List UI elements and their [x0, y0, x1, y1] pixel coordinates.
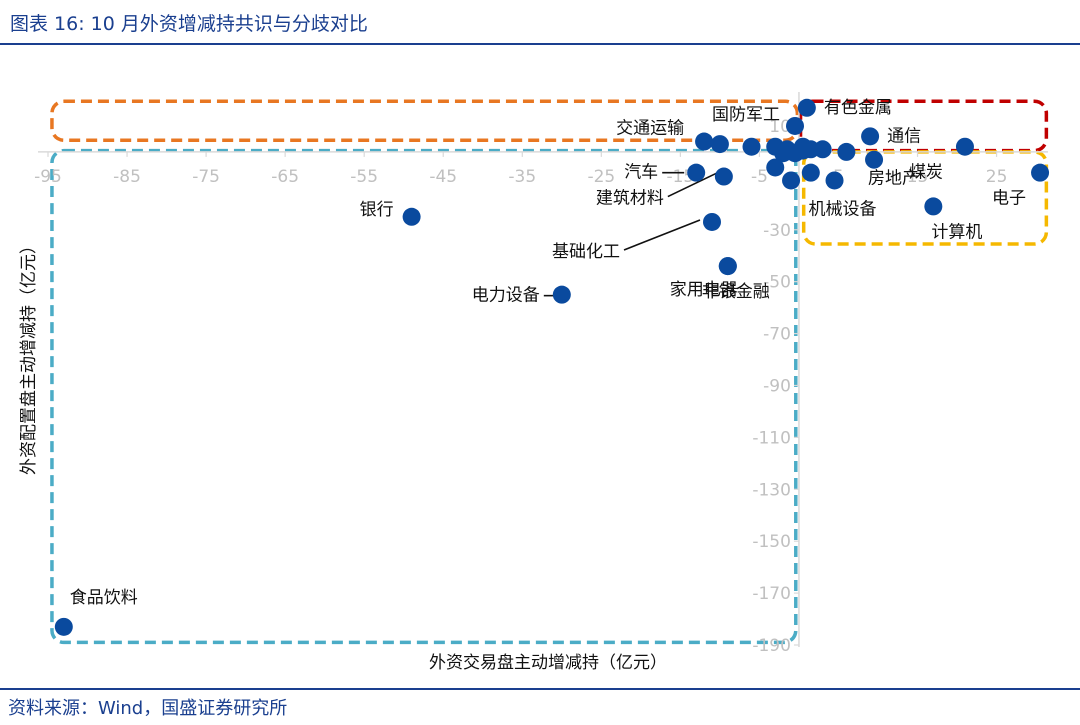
x-tick-label: 15 — [907, 167, 929, 187]
box-top-band — [50, 99, 800, 142]
leader-lines — [543, 171, 719, 297]
x-tick-label: -5 — [751, 167, 768, 187]
x-tick-label: -45 — [429, 167, 457, 187]
source-note: 资料来源：Wind，国盛证券研究所 — [8, 698, 288, 719]
point-label: 电子 — [992, 189, 1026, 209]
x-tick-label: -85 — [113, 167, 141, 187]
point-label: 有色金属 — [824, 98, 892, 118]
footer-rule — [0, 688, 1080, 690]
point-label: 交通运输 — [616, 119, 684, 139]
data-point — [793, 141, 812, 160]
data-point — [402, 207, 421, 226]
data-point — [703, 212, 721, 231]
data-point — [955, 137, 974, 156]
data-points — [54, 98, 1050, 636]
data-point — [782, 171, 801, 190]
y-tick-label: -30 — [763, 221, 791, 241]
data-point — [710, 135, 729, 154]
figure-title: 图表 16: 10 月外资增减持共识与分歧对比 — [10, 13, 368, 35]
y-tick-label: -50 — [763, 273, 791, 293]
data-point — [801, 163, 820, 182]
data-point — [718, 257, 737, 276]
data-point — [687, 163, 706, 182]
point-label: 电力设备 — [472, 286, 540, 306]
data-point — [861, 127, 880, 146]
y-tick-label: -170 — [752, 584, 791, 604]
point-label: 家用电器 — [670, 280, 738, 300]
y-axis-title: 外资配置盘主动增减持（亿元） — [19, 237, 39, 475]
data-point — [552, 285, 571, 304]
x-tick-label: -95 — [34, 167, 62, 187]
x-tick-label: -35 — [508, 167, 536, 187]
point-label: 通信 — [887, 126, 921, 146]
data-point — [865, 150, 884, 169]
data-point — [695, 132, 714, 151]
point-label: 食品饮料 — [70, 588, 138, 608]
x-tick-label: -75 — [192, 167, 220, 187]
point-label: 房地产 — [868, 169, 919, 189]
y-tick-label: -130 — [752, 480, 791, 500]
leader-line — [623, 219, 701, 251]
data-point — [797, 98, 816, 117]
y-tick-label: -110 — [752, 428, 791, 448]
y-tick-label: -70 — [763, 325, 791, 345]
data-point — [714, 167, 733, 186]
figure-footer: 资料来源：Wind，国盛证券研究所 — [0, 688, 1080, 725]
y-tick-label: -90 — [763, 376, 791, 396]
point-label: 国防军工 — [712, 105, 780, 125]
y-ticks: 10 -30 -50 -70 -90 -110 -130 -150 -170 -190 — [752, 117, 799, 656]
data-point — [825, 171, 844, 190]
x-axis-title: 外资交易盘主动增减持（亿元） — [429, 653, 667, 673]
header-rule — [0, 43, 1080, 45]
y-tick-label: -150 — [752, 532, 791, 552]
data-point — [1031, 163, 1050, 182]
point-label: 计算机 — [931, 222, 982, 242]
data-point — [837, 142, 856, 161]
y-tick-label: 10 — [769, 117, 791, 137]
leader-line — [667, 171, 719, 198]
point-label: 机械设备 — [809, 199, 877, 219]
point-label: 建筑材料 — [596, 189, 664, 209]
point-label: 银行 — [360, 200, 394, 220]
scatter-chart: -95-85-75-65-55-45-35-25-15-551525 10-30… — [19, 92, 1050, 673]
data-point — [54, 617, 73, 636]
x-tick-label: 25 — [986, 167, 1008, 187]
data-point — [766, 158, 785, 177]
box-bottom-left — [50, 148, 798, 645]
point-label: 非银金融 — [702, 282, 770, 302]
x-tick-label: -55 — [350, 167, 378, 187]
data-point — [924, 197, 943, 216]
y-tick-label: -190 — [752, 636, 791, 656]
data-point — [813, 140, 832, 159]
x-tick-label: -65 — [271, 167, 299, 187]
point-label: 基础化工 — [552, 242, 620, 262]
point-label: 汽车 — [624, 163, 658, 183]
x-tick-label: -25 — [587, 167, 615, 187]
data-point — [742, 137, 761, 156]
data-point — [786, 116, 804, 135]
x-ticks: -95-85-75-65-55-45-35-25-15-551525 — [34, 151, 1008, 187]
figure-header: 图表 16: 10 月外资增减持共识与分歧对比 — [0, 0, 1080, 45]
point-label: 煤炭 — [909, 163, 943, 183]
